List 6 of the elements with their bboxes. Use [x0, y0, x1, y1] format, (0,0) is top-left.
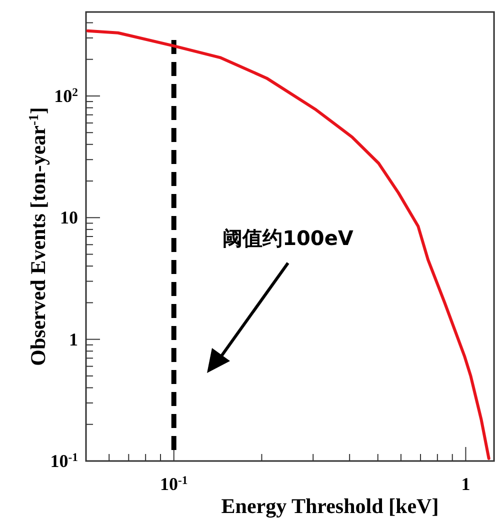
annotation: 阈值约100eV	[222, 226, 354, 250]
y-tick-label: 10$^{2}$	[54, 85, 78, 106]
y-tick-label: 10$^{-1}$	[50, 450, 78, 471]
y-tick-label: 10	[60, 208, 78, 228]
x-axis-title: Energy Threshold [keV]	[221, 494, 439, 518]
y-tick-label: 1	[69, 329, 78, 350]
